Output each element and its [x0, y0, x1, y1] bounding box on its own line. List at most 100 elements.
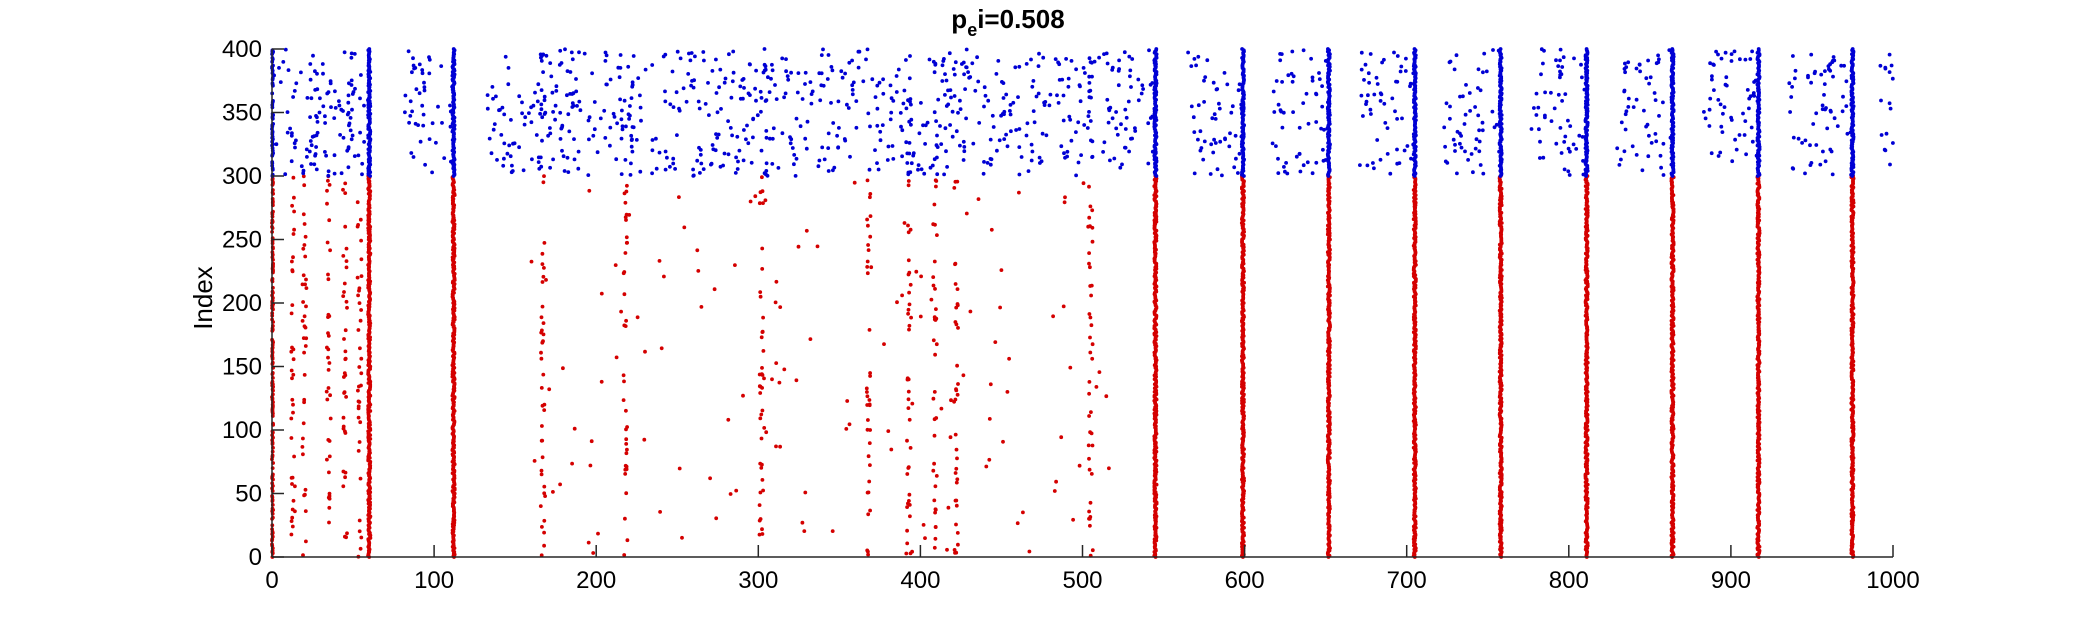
excitatory-async-spike [939, 406, 944, 411]
excitatory-column-spike [289, 476, 294, 480]
excitatory-column-spike [290, 524, 295, 529]
excitatory-column-spike [867, 403, 872, 408]
excitatory-async-spike [889, 447, 894, 452]
excitatory-async-spike [808, 337, 813, 341]
excitatory-column-spike [542, 241, 547, 245]
excitatory-column-spike [865, 271, 870, 276]
excitatory-async-spike [570, 461, 574, 466]
excitatory-column-spike [540, 525, 544, 529]
excitatory-async-spike [999, 268, 1004, 272]
inhibitory-burst-spike [1326, 47, 1330, 51]
excitatory-column-spike [905, 472, 910, 476]
excitatory-column-spike [622, 270, 627, 274]
excitatory-column-spike [343, 475, 347, 480]
excitatory-async-spike [662, 274, 666, 279]
excitatory-column-spike [906, 397, 911, 402]
excitatory-column-spike [906, 179, 911, 183]
excitatory-column-spike [1090, 443, 1095, 448]
excitatory-async-spike [599, 291, 604, 296]
excitatory-async-spike [774, 444, 778, 449]
excitatory-column-spike [623, 324, 628, 328]
excitatory-column-spike [955, 287, 960, 291]
excitatory-column-spike [865, 390, 869, 394]
excitatory-column-spike [304, 539, 308, 544]
excitatory-async-spike [762, 376, 766, 381]
excitatory-async-spike [726, 417, 731, 422]
excitatory-column-spike [541, 321, 546, 325]
excitatory-column-spike [953, 261, 958, 266]
excitatory-column-spike [621, 373, 626, 378]
excitatory-column-spike [933, 222, 937, 227]
inhibitory-burst-spike [1240, 47, 1244, 51]
excitatory-column-spike [624, 464, 629, 469]
excitatory-async-spike [587, 188, 592, 193]
excitatory-column-spike [357, 440, 362, 444]
excitatory-column-spike [934, 307, 938, 311]
excitatory-async-spike [778, 444, 782, 449]
excitatory-column-spike [931, 468, 936, 473]
excitatory-async-spike [804, 228, 809, 233]
excitatory-column-spike [954, 466, 959, 471]
excitatory-column-spike [906, 307, 911, 312]
excitatory-column-spike [1087, 312, 1092, 316]
excitatory-async-spike [900, 293, 904, 298]
excitatory-async-spike [847, 422, 852, 427]
excitatory-column-spike [1087, 414, 1091, 418]
excitatory-async-spike [714, 516, 719, 521]
excitatory-column-spike [955, 456, 959, 461]
excitatory-column-spike [757, 518, 762, 523]
excitatory-async-spike [895, 300, 899, 305]
excitatory-column-spike [355, 275, 360, 280]
excitatory-async-spike [657, 259, 662, 263]
excitatory-async-spike [643, 349, 647, 354]
excitatory-column-spike [867, 441, 872, 445]
excitatory-column-spike [1090, 239, 1095, 244]
excitatory-async-spike [596, 531, 600, 536]
excitatory-column-spike [328, 393, 332, 398]
excitatory-column-spike [341, 426, 346, 431]
excitatory-async-spike [770, 377, 774, 382]
excitatory-async-spike [844, 427, 849, 431]
excitatory-column-spike [933, 287, 937, 291]
excitatory-column-spike [358, 546, 363, 551]
excitatory-column-spike [868, 508, 872, 513]
excitatory-async-spike [800, 520, 805, 525]
excitatory-column-spike [952, 548, 957, 552]
excitatory-column-spike [290, 376, 294, 381]
excitatory-column-spike [327, 314, 332, 318]
excitatory-column-spike [1088, 350, 1093, 355]
excitatory-column-spike [622, 379, 626, 384]
excitatory-column-spike [905, 541, 910, 546]
excitatory-async-spike [852, 180, 857, 185]
excitatory-column-spike [1090, 342, 1095, 347]
excitatory-column-spike [933, 525, 938, 529]
excitatory-async-spike [658, 510, 662, 514]
excitatory-column-spike [342, 390, 347, 395]
chart-title-subscript: e [967, 20, 977, 40]
excitatory-column-spike [866, 490, 871, 495]
excitatory-column-spike [542, 543, 546, 548]
excitatory-column-spike [757, 201, 762, 206]
excitatory-column-spike [358, 217, 363, 222]
excitatory-column-spike [290, 303, 295, 307]
excitatory-column-spike [934, 184, 938, 189]
excitatory-column-spike [760, 408, 765, 413]
excitatory-column-spike [291, 410, 295, 415]
excitatory-column-spike [327, 505, 332, 510]
excitatory-column-spike [624, 427, 628, 432]
excitatory-async-spike [948, 435, 953, 440]
excitatory-async-spike [1062, 200, 1067, 205]
excitatory-column-spike [291, 498, 296, 503]
excitatory-column-spike [625, 240, 629, 245]
excitatory-column-spike [1090, 208, 1095, 213]
excitatory-column-spike [931, 283, 936, 288]
excitatory-column-spike [355, 200, 360, 205]
y-axis-label: Index [188, 266, 218, 330]
excitatory-column-spike [328, 248, 332, 253]
excitatory-column-spike [341, 294, 346, 298]
excitatory-async-spike [964, 211, 969, 216]
excitatory-column-spike [624, 189, 629, 194]
excitatory-column-spike [906, 258, 911, 263]
excitatory-async-spike [773, 300, 778, 305]
excitatory-async-spike [708, 476, 712, 481]
